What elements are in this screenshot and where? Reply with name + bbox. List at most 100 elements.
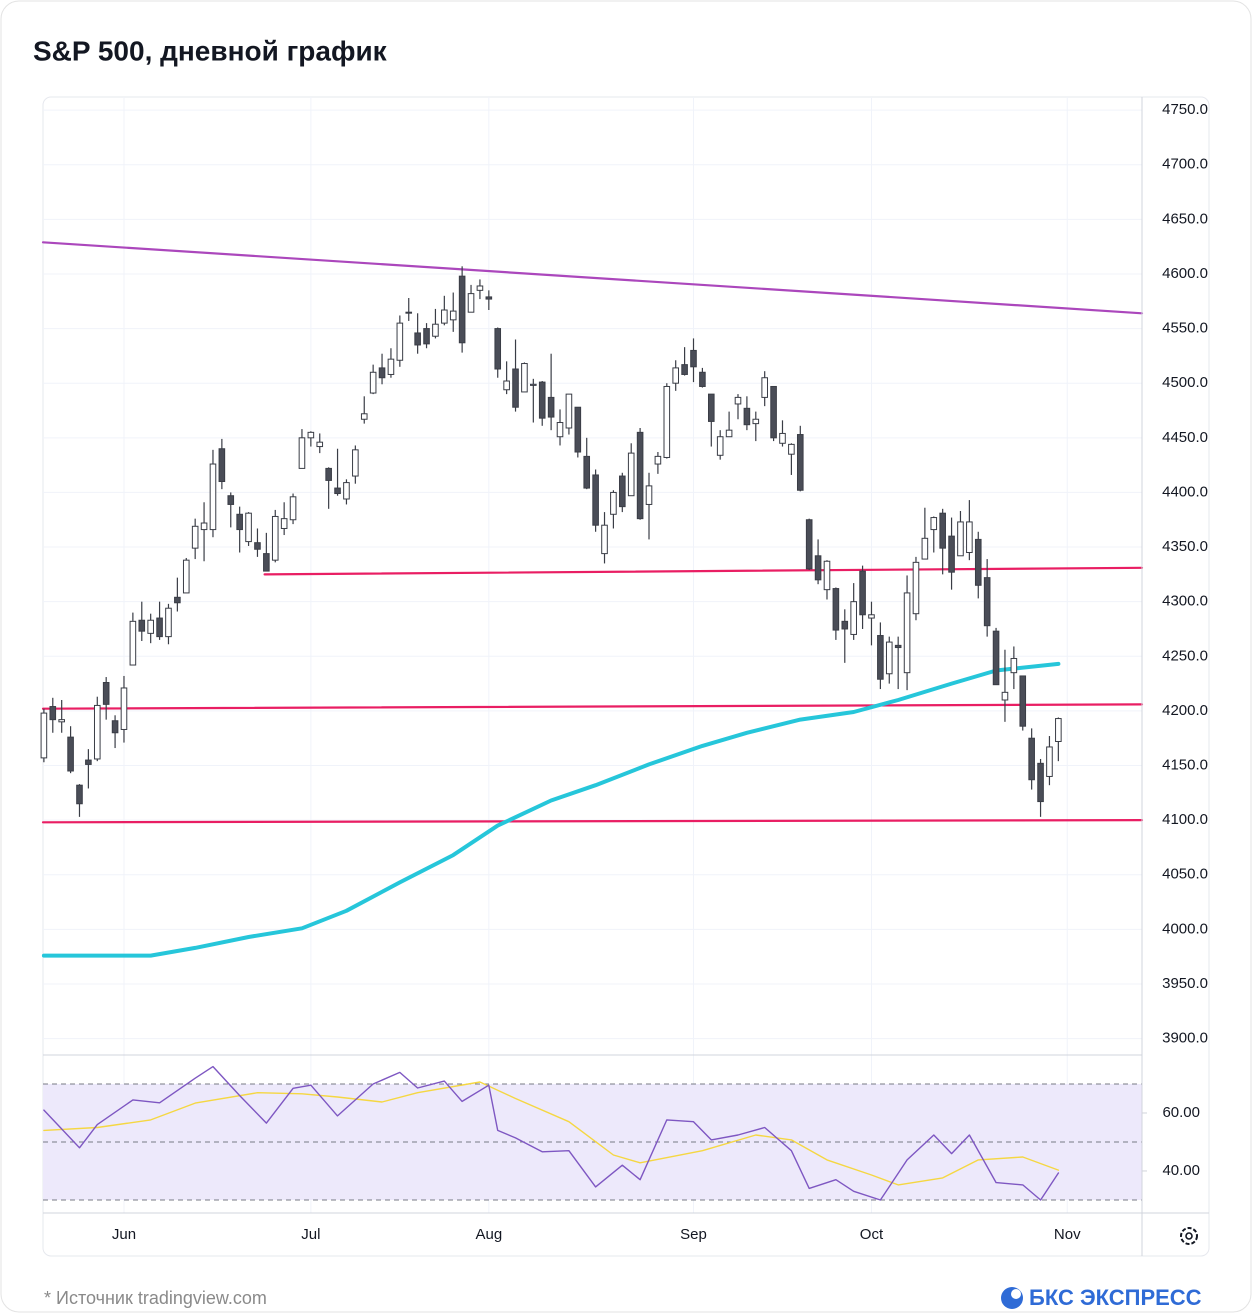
y-tick-label: 4750.0 xyxy=(1162,101,1208,118)
brand-logo: БКС ЭКСПРЕСС xyxy=(1001,1285,1202,1310)
candle-body xyxy=(565,393,573,429)
candle-body xyxy=(707,393,715,422)
y-tick-label: 4150.0 xyxy=(1162,756,1208,773)
candle-body xyxy=(271,515,279,561)
y-tick-label: 3900.0 xyxy=(1162,1030,1208,1047)
brand-mark xyxy=(1001,1287,1023,1309)
candle-body xyxy=(974,538,982,586)
candle-body xyxy=(236,513,243,531)
gear[interactable] xyxy=(1180,1227,1198,1245)
candle-body xyxy=(414,332,421,346)
candle-body xyxy=(538,381,546,419)
y-tick-label: 4300.0 xyxy=(1162,593,1208,610)
candle-body xyxy=(850,601,857,635)
y-tick-label: 4700.0 xyxy=(1162,156,1208,173)
candle-body xyxy=(592,474,599,526)
y-tick-label: 4050.0 xyxy=(1162,866,1208,883)
candle-body xyxy=(449,310,457,321)
candle-body xyxy=(992,630,1000,686)
y-tick-label: 4500.0 xyxy=(1162,374,1208,391)
rsi-tick-label: 40.00 xyxy=(1162,1162,1200,1179)
trend-line xyxy=(41,241,1144,315)
candle-body xyxy=(218,448,226,483)
candle-body xyxy=(930,517,938,531)
candle-body xyxy=(583,455,591,489)
chart: 3900.0 3950.0 4000.0 4050.0 4100.0 4150.0 4200… xyxy=(40,97,1208,1243)
candle-body xyxy=(1037,762,1044,803)
candle-body xyxy=(912,561,920,615)
candle-body xyxy=(156,617,163,638)
settings-icon[interactable] xyxy=(1180,1227,1198,1245)
candle-body xyxy=(877,635,884,680)
candle-body xyxy=(360,413,368,420)
candle-body xyxy=(200,522,208,531)
candle-body xyxy=(966,521,973,554)
candle-body xyxy=(58,719,65,723)
gear-center[interactable] xyxy=(1185,1232,1193,1240)
candle-body xyxy=(227,495,235,505)
candle-body xyxy=(467,293,475,313)
candle-body xyxy=(939,512,946,549)
candle-body xyxy=(1046,746,1053,777)
candle-body xyxy=(894,644,902,649)
x-tick-label: Sep xyxy=(680,1226,707,1243)
x-tick-label: Nov xyxy=(1054,1226,1081,1243)
candle-body xyxy=(699,371,706,387)
y-tick-label: 4450.0 xyxy=(1162,429,1208,446)
candle-body xyxy=(85,759,92,765)
candle-body xyxy=(378,367,386,379)
candle-body xyxy=(859,570,866,616)
candle-body xyxy=(476,285,484,291)
candle-body xyxy=(512,368,519,408)
candle-body xyxy=(343,482,350,500)
candle-body xyxy=(636,431,644,520)
candle-body xyxy=(1010,657,1018,674)
candle-body xyxy=(191,525,199,549)
candle-body xyxy=(957,521,964,557)
candle-body xyxy=(245,512,252,543)
x-tick-label: Aug xyxy=(475,1226,502,1243)
candle-body xyxy=(1001,691,1009,701)
candle-body xyxy=(458,275,466,344)
candle-body xyxy=(138,619,146,632)
candle-body xyxy=(690,349,697,368)
candle-body xyxy=(325,467,332,481)
title: S&P 500, дневной график xyxy=(33,35,388,66)
y-tick-label: 4100.0 xyxy=(1162,811,1208,828)
candle-body xyxy=(120,687,128,730)
candle-body xyxy=(129,620,137,666)
candle-body xyxy=(254,542,261,550)
moving-average xyxy=(41,661,1061,958)
y-tick-label: 4350.0 xyxy=(1162,538,1208,555)
candle-body xyxy=(770,385,777,439)
candle-body xyxy=(903,592,911,674)
candle-body xyxy=(182,559,190,594)
candle-body xyxy=(67,736,74,772)
candle-body xyxy=(823,560,831,591)
candle-body xyxy=(298,437,306,469)
candle-body xyxy=(1028,737,1035,781)
candle-body xyxy=(387,358,395,375)
candle-body xyxy=(485,296,493,300)
candle-body xyxy=(841,620,849,630)
candle-body xyxy=(805,519,813,570)
candle-body xyxy=(610,491,617,515)
candle-body xyxy=(209,463,217,531)
candle-body xyxy=(174,596,181,604)
candle-body xyxy=(147,619,154,634)
trend-line xyxy=(41,703,1144,710)
rsi-ma-line xyxy=(43,1081,1060,1186)
candle-body xyxy=(165,607,172,638)
candle-body xyxy=(49,706,57,721)
candle-body xyxy=(111,720,119,734)
candle-body xyxy=(1055,718,1062,742)
candle-body xyxy=(654,455,662,465)
candle-body xyxy=(601,524,608,555)
candle-body xyxy=(530,383,537,386)
candle-body xyxy=(948,535,955,573)
candle-body xyxy=(369,371,377,394)
y-tick-label: 3950.0 xyxy=(1162,975,1208,992)
rsi-line xyxy=(43,1065,1060,1201)
brand-mark-inner xyxy=(1011,1289,1021,1299)
